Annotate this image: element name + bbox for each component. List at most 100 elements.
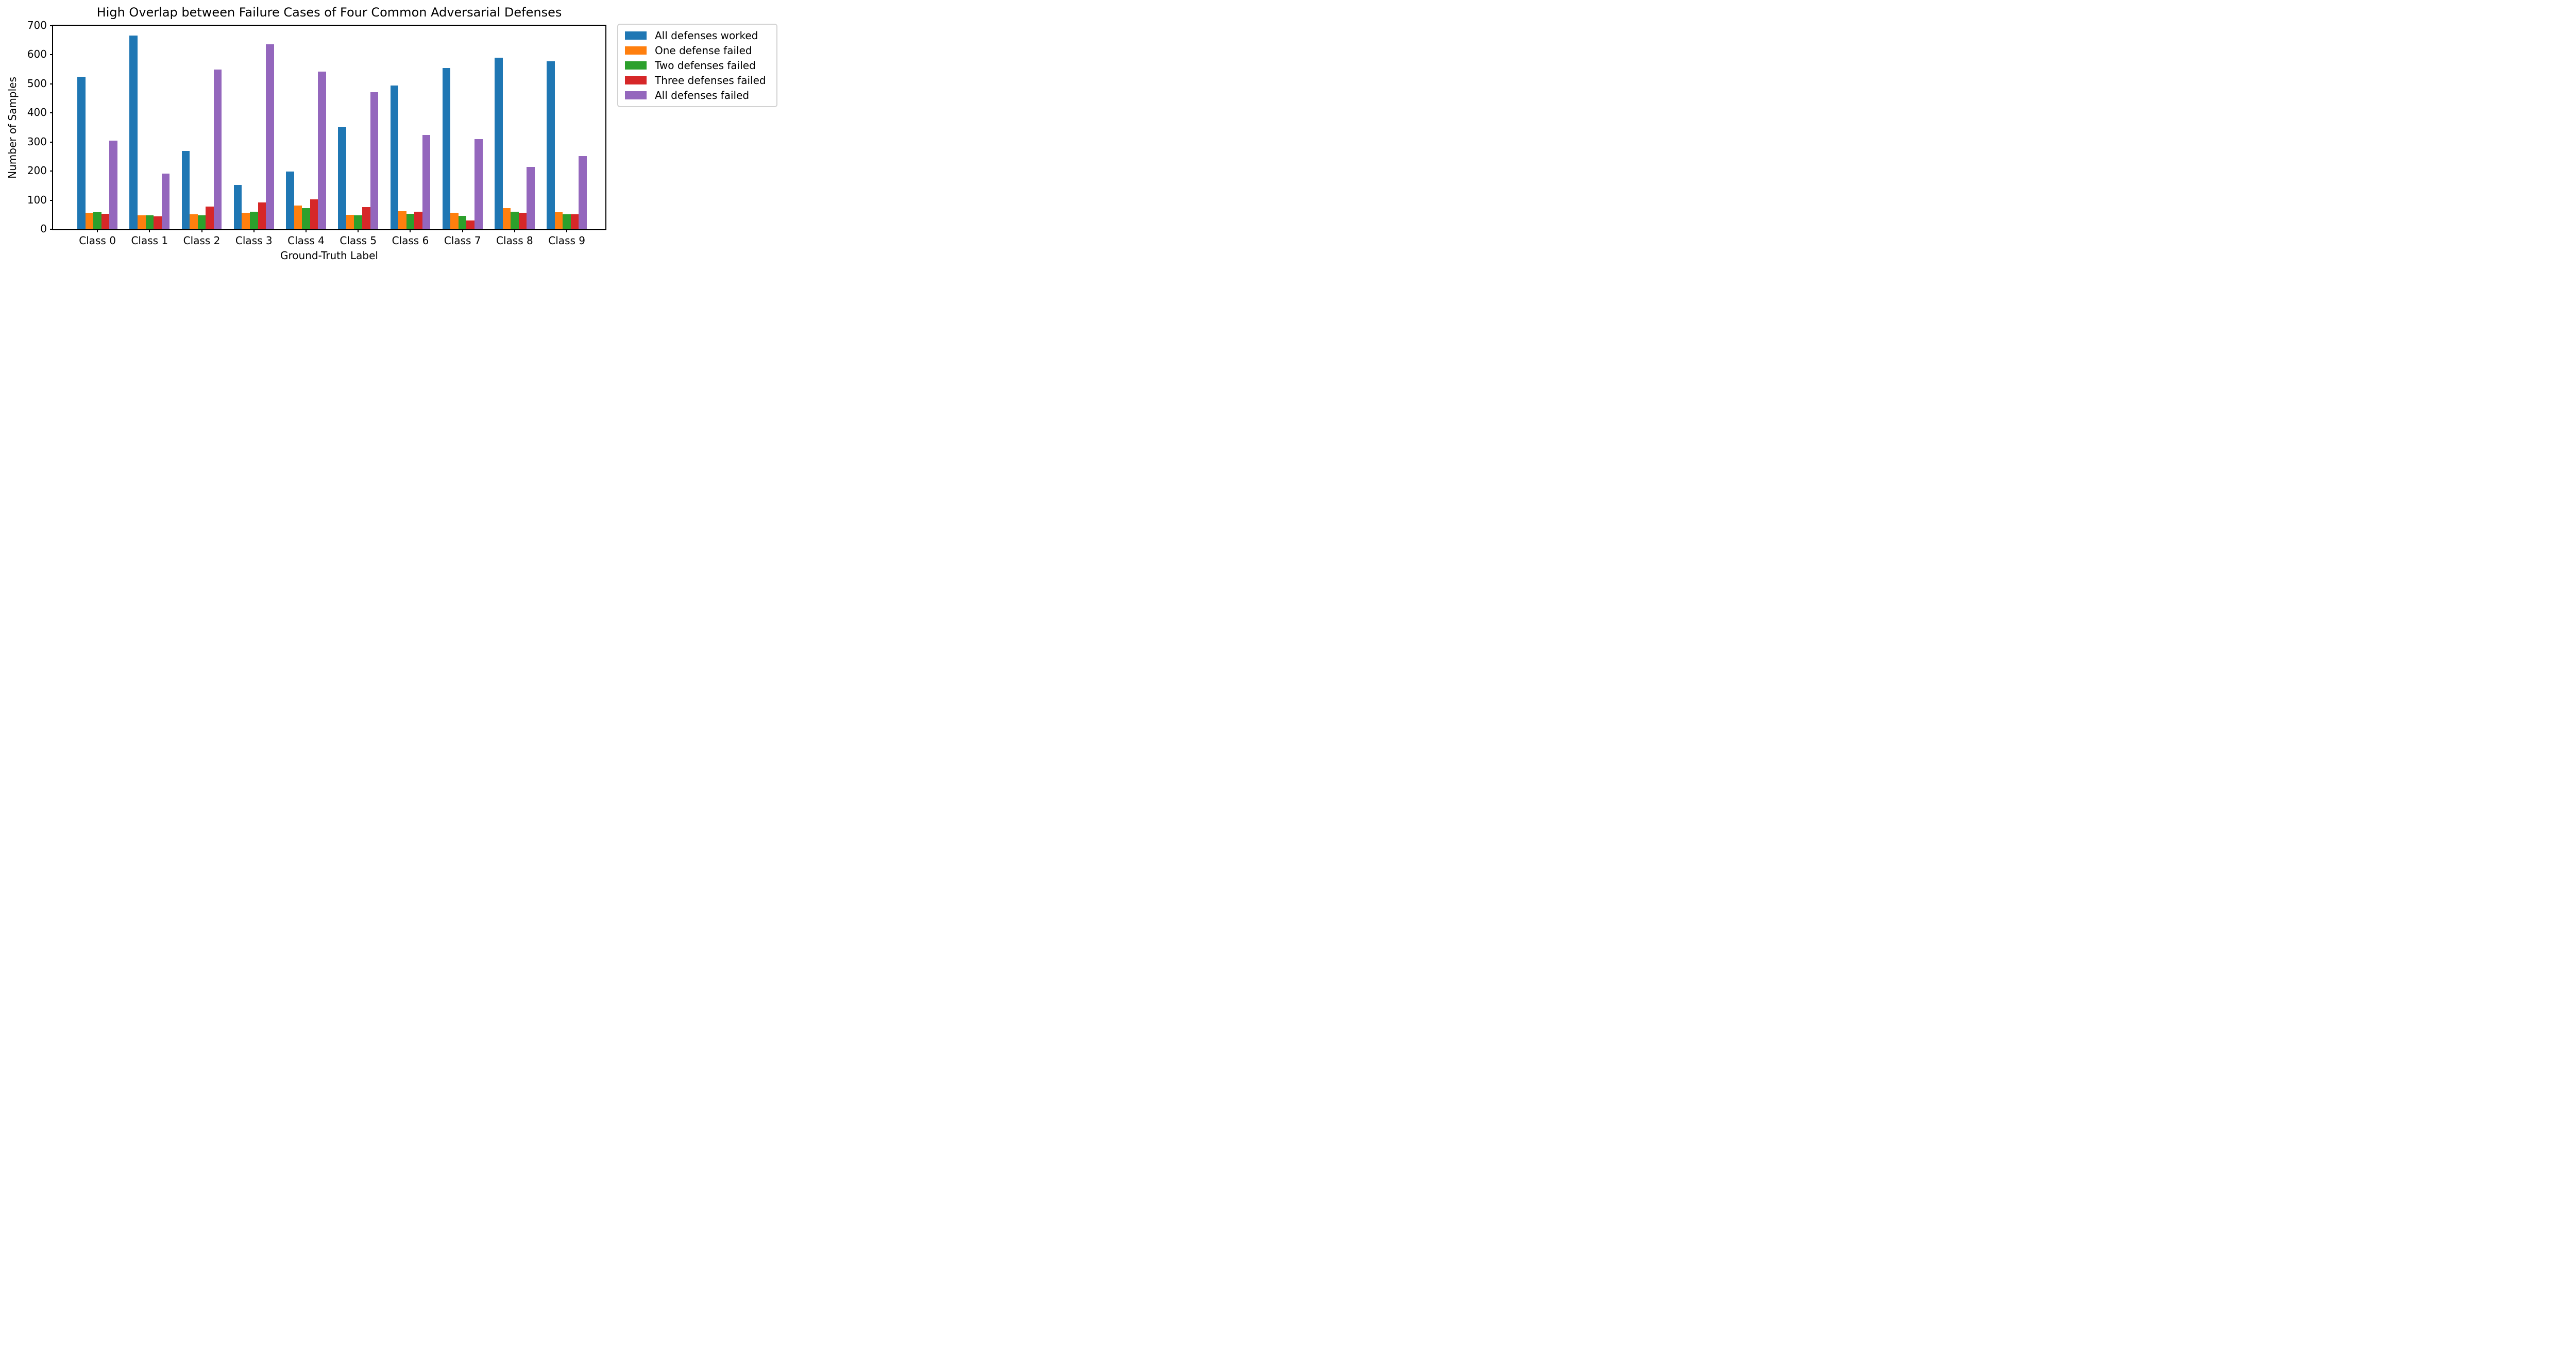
bar [518, 213, 527, 229]
plot-inner: 0 100 200 300 400 500 600 700 Class 0 Class 1 Clas… [27, 19, 605, 247]
bar [249, 211, 258, 229]
bar [129, 35, 138, 229]
bar [458, 216, 467, 229]
x-tick-mark [410, 229, 411, 232]
bar [579, 156, 587, 229]
bar [266, 44, 274, 229]
bar [563, 214, 571, 229]
y-tick-mark [50, 83, 53, 84]
bar [547, 61, 555, 229]
x-tick-label: Class 1 [131, 234, 168, 247]
x-tick-label: Class 3 [235, 234, 273, 247]
bar [422, 134, 431, 229]
x-tick-label: Class 7 [444, 234, 481, 247]
x-tick-mark [358, 229, 359, 232]
x-tick-label: Class 0 [79, 234, 116, 247]
legend-row: Three defenses failed [625, 74, 773, 87]
y-tick-mark [50, 25, 53, 26]
x-axis-label: Ground-Truth Label [280, 249, 378, 262]
x-tick-label: Class 4 [287, 234, 325, 247]
x-tick-mark [566, 229, 568, 232]
bar [258, 202, 266, 229]
bar [286, 171, 294, 229]
bar [450, 213, 459, 229]
x-tick-mark [305, 229, 307, 232]
bar [442, 68, 451, 229]
bar [414, 211, 422, 229]
legend-row: All defenses worked [625, 29, 773, 42]
y-tick-label: 600 [27, 48, 47, 61]
x-tick-label: Class 6 [392, 234, 429, 247]
legend: All defenses worked One defense failed Two… [617, 24, 777, 107]
bar [502, 208, 511, 229]
bar [77, 76, 86, 229]
legend-swatch [625, 76, 647, 85]
bar [362, 207, 370, 229]
legend-row: One defense failed [625, 44, 773, 57]
bar [294, 205, 302, 229]
bar [242, 212, 250, 229]
bar [101, 213, 110, 229]
chart-title: High Overlap between Failure Cases of Fo… [96, 5, 562, 20]
bar [527, 166, 535, 229]
bar [390, 86, 399, 229]
y-tick-label: 700 [27, 19, 47, 31]
y-tick-mark [50, 199, 53, 201]
legend-swatch [625, 61, 647, 70]
bar [233, 185, 242, 229]
legend-swatch [625, 46, 647, 55]
bar [310, 199, 318, 229]
bar [197, 215, 206, 229]
bar [338, 127, 346, 229]
bar [137, 215, 146, 229]
y-tick-label: 300 [27, 135, 47, 148]
bar [346, 215, 354, 229]
x-tick-mark [97, 229, 98, 232]
bar [370, 92, 379, 229]
x-tick-mark [201, 229, 202, 232]
legend-label: All defenses worked [655, 29, 758, 42]
x-tick-mark [462, 229, 463, 232]
legend-label: All defenses failed [655, 89, 750, 102]
bar [302, 208, 310, 229]
bar [206, 207, 214, 229]
y-tick-mark [50, 171, 53, 172]
x-tick-label: Class 2 [183, 234, 221, 247]
y-tick-mark [50, 141, 53, 143]
x-tick-label: Class 8 [496, 234, 533, 247]
y-tick-label: 200 [27, 164, 47, 177]
bar [318, 72, 326, 229]
y-tick-label: 100 [27, 193, 47, 206]
bar [181, 150, 190, 229]
legend-swatch [625, 31, 647, 40]
bar [354, 215, 362, 229]
y-axis-label: Number of Samples [6, 77, 19, 179]
y-tick-label: 500 [27, 77, 47, 90]
bar [554, 212, 563, 229]
bar [161, 173, 170, 229]
bar [398, 211, 406, 229]
bar [109, 140, 117, 229]
x-tick-mark [149, 229, 150, 232]
bar [495, 58, 503, 229]
bar [190, 214, 198, 229]
y-tick-label: 0 [40, 222, 47, 235]
bar-chart-figure: High Overlap between Failure Cases of Fo… [0, 0, 783, 269]
plot-area: 0 100 200 300 400 500 600 700 Class 0 Class 1 Clas… [27, 19, 606, 247]
y-tick-mark [50, 112, 53, 114]
bar [474, 139, 483, 229]
legend-row: All defenses failed [625, 89, 773, 101]
bar [511, 212, 519, 229]
bar [85, 212, 94, 229]
bar [145, 215, 154, 229]
legend-row: Two defenses failed [625, 59, 773, 72]
x-tick-label: Class 9 [548, 234, 585, 247]
legend-label: One defense failed [655, 44, 752, 57]
bar [466, 220, 474, 229]
legend-label: Three defenses failed [655, 74, 766, 87]
x-tick-label: Class 5 [340, 234, 377, 247]
y-tick-mark [50, 229, 53, 230]
bar [154, 216, 162, 229]
bar [213, 69, 222, 229]
legend-swatch [625, 91, 647, 100]
